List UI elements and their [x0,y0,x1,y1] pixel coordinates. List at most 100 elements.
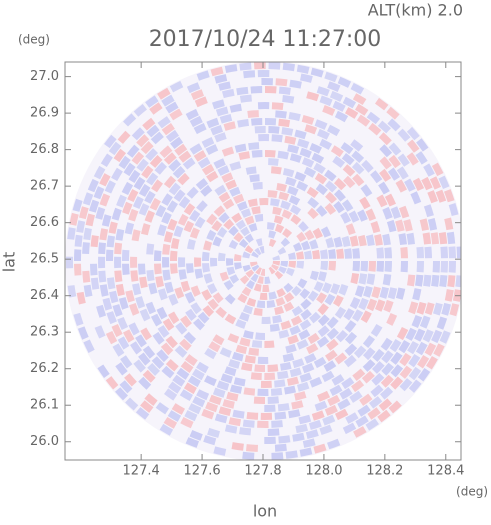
echo-texture [164,281,174,294]
echo-texture [146,243,155,255]
echo-texture [67,285,77,298]
echo-texture [412,177,425,191]
echo-texture [313,162,326,174]
echo-texture [432,261,440,273]
echo-texture [421,176,433,191]
echo-texture [365,418,379,431]
echo-texture [448,246,456,259]
echo-texture [378,398,393,412]
echo-texture [270,387,283,396]
echo-texture [99,228,109,241]
echo-texture [297,138,310,149]
echo-texture [317,325,330,338]
echo-texture [243,70,256,79]
echo-texture [165,129,179,143]
echo-texture [111,324,123,338]
echo-texture [170,250,178,261]
echo-texture [113,148,126,163]
echo-texture [296,231,307,242]
echo-texture [415,151,428,165]
echo-texture [250,86,263,94]
echo-texture [131,229,141,242]
echo-texture [251,340,263,348]
echo-texture [396,166,409,180]
echo-texture [210,125,223,136]
echo-texture [265,149,276,158]
echo-texture [334,189,346,202]
echo-texture [335,330,349,343]
echo-texture [277,246,287,255]
echo-texture [455,275,461,288]
echo-texture [416,138,429,152]
echo-texture [283,301,295,312]
echo-texture [132,196,144,209]
echo-texture [294,129,307,140]
echo-texture [427,218,438,231]
echo-texture [220,373,233,384]
echo-texture [390,206,401,219]
echo-texture [202,263,210,273]
echo-texture [316,292,327,304]
echo-texture [311,410,325,421]
echo-texture [407,139,420,153]
echo-texture [190,89,204,101]
echo-texture [165,335,178,349]
echo-texture [271,452,284,460]
echo-texture [126,144,140,158]
echo-texture [115,283,125,297]
echo-texture [223,121,236,131]
echo-texture [329,384,343,396]
echo-texture [213,158,226,169]
echo-texture [135,407,150,420]
echo-texture [189,227,200,239]
echo-texture [205,144,219,155]
echo-texture [374,234,383,246]
echo-texture [254,125,266,134]
echo-texture [196,389,210,401]
echo-texture [328,249,336,259]
echo-texture [345,107,359,119]
echo-texture [213,446,227,456]
echo-texture [274,223,285,234]
echo-texture [250,372,262,380]
echo-texture [157,288,168,301]
echo-texture [395,219,405,232]
echo-texture [345,412,359,424]
echo-texture [419,218,429,231]
echo-texture [204,375,217,387]
echo-texture [305,429,319,439]
echo-texture [349,235,359,247]
echo-texture [169,80,184,93]
echo-texture [277,370,289,380]
x-tick-label: 128.4 [427,464,464,479]
echo-texture [284,385,296,395]
echo-texture [118,297,129,310]
echo-texture [331,374,345,386]
echo-texture [292,358,305,369]
echo-texture [424,302,435,316]
echo-texture [251,264,260,272]
echo-texture [214,132,227,143]
echo-texture [162,243,171,255]
echo-texture [271,102,284,110]
echo-texture [441,302,451,316]
echo-texture [212,292,224,304]
echo-texture [406,152,419,166]
echo-texture [313,356,327,369]
echo-texture [312,227,323,239]
echo-texture [257,356,269,364]
echo-texture [239,312,250,322]
echo-texture [221,146,235,157]
echo-texture [163,152,177,165]
echo-texture [360,184,373,197]
echo-texture [157,224,167,237]
echo-texture [345,223,356,235]
echo-texture [329,90,344,102]
echo-texture [256,300,265,308]
echo-texture [104,134,117,149]
echo-texture [155,402,169,415]
echo-texture [386,313,398,326]
echo-texture [357,209,368,222]
echo-texture [214,74,228,84]
